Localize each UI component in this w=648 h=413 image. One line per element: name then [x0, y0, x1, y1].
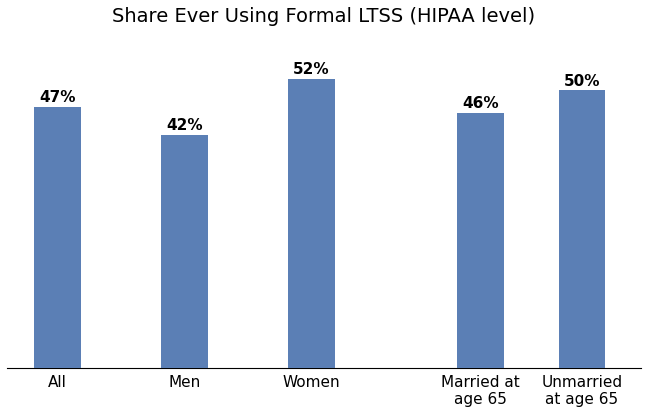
Text: 52%: 52%	[293, 62, 330, 77]
Text: 50%: 50%	[564, 74, 600, 88]
Bar	[161, 135, 208, 368]
Bar	[559, 91, 605, 368]
Text: 42%: 42%	[166, 118, 203, 133]
Text: 46%: 46%	[462, 95, 499, 111]
Text: 47%: 47%	[40, 90, 76, 105]
Title: Share Ever Using Formal LTSS (HIPAA level): Share Ever Using Formal LTSS (HIPAA leve…	[113, 7, 535, 26]
Bar	[288, 80, 334, 368]
Bar	[34, 108, 81, 368]
Bar	[457, 113, 503, 368]
